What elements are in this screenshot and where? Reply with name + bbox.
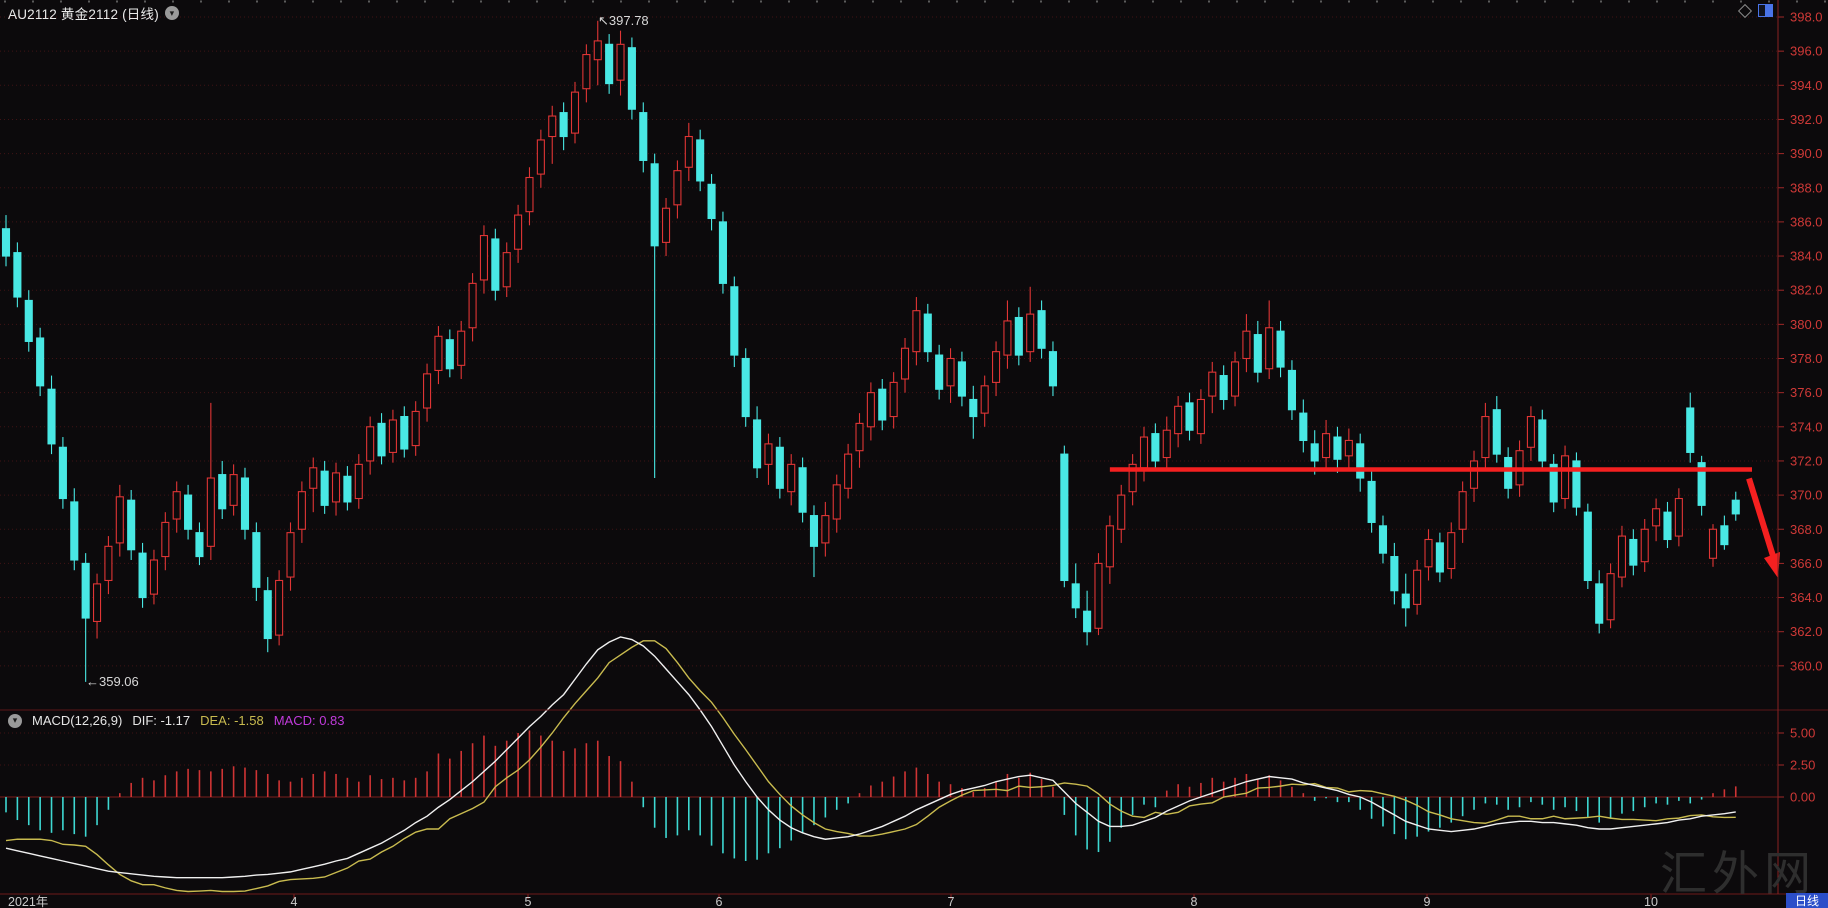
macd-macd-value: MACD: 0.83 <box>273 713 345 728</box>
macd-params-label: MACD(12,26,9) <box>32 713 123 728</box>
svg-text:378.0: 378.0 <box>1790 351 1823 366</box>
svg-text:2021年: 2021年 <box>8 895 48 908</box>
panel-layout-icon[interactable] <box>1758 4 1773 17</box>
svg-text:362.0: 362.0 <box>1790 624 1823 639</box>
svg-text:7: 7 <box>948 895 955 908</box>
svg-text:2.50: 2.50 <box>1790 758 1815 773</box>
svg-text:396.0: 396.0 <box>1790 44 1823 59</box>
svg-text:9: 9 <box>1424 895 1431 908</box>
svg-text:380.0: 380.0 <box>1790 317 1823 332</box>
period-badge[interactable]: 日线 <box>1786 893 1828 908</box>
high-annotation: ↖397.78 <box>598 13 649 28</box>
svg-text:388.0: 388.0 <box>1790 180 1823 195</box>
svg-text:10: 10 <box>1644 895 1658 908</box>
svg-text:5: 5 <box>525 895 532 908</box>
diamond-marker-icon[interactable] <box>1737 3 1753 18</box>
svg-text:0.00: 0.00 <box>1790 790 1815 805</box>
svg-text:368.0: 368.0 <box>1790 522 1823 537</box>
svg-text:392.0: 392.0 <box>1790 112 1823 127</box>
svg-text:370.0: 370.0 <box>1790 488 1823 503</box>
svg-text:372.0: 372.0 <box>1790 453 1823 468</box>
svg-text:360.0: 360.0 <box>1790 658 1823 673</box>
svg-text:364.0: 364.0 <box>1790 590 1823 605</box>
collapse-icon[interactable]: ▾ <box>8 713 22 728</box>
svg-text:398.0: 398.0 <box>1790 10 1823 25</box>
svg-text:374.0: 374.0 <box>1790 419 1823 434</box>
svg-text:8: 8 <box>1191 895 1198 908</box>
instrument-selector[interactable]: AU2112 黄金2112 (日线) ▾ <box>8 3 179 23</box>
macd-indicator-header: ▾ MACD(12,26,9) DIF: -1.17 DEA: -1.58 MA… <box>8 713 345 728</box>
svg-text:394.0: 394.0 <box>1790 78 1823 93</box>
low-annotation: ←359.06 <box>86 674 139 689</box>
svg-text:366.0: 366.0 <box>1790 556 1823 571</box>
macd-dea-value: DEA: -1.58 <box>200 713 264 728</box>
instrument-title: AU2112 黄金2112 (日线) <box>8 7 159 22</box>
macd-dif-value: DIF: -1.17 <box>132 713 191 728</box>
svg-text:390.0: 390.0 <box>1790 146 1823 161</box>
chevron-down-icon[interactable]: ▾ <box>164 6 179 20</box>
svg-text:382.0: 382.0 <box>1790 283 1823 298</box>
svg-text:4: 4 <box>291 895 298 908</box>
svg-text:5.00: 5.00 <box>1790 726 1815 741</box>
svg-text:376.0: 376.0 <box>1790 385 1823 400</box>
toolbar-icons <box>1737 3 1773 18</box>
svg-text:384.0: 384.0 <box>1790 249 1823 264</box>
svg-text:386.0: 386.0 <box>1790 214 1823 229</box>
svg-text:6: 6 <box>716 895 723 908</box>
